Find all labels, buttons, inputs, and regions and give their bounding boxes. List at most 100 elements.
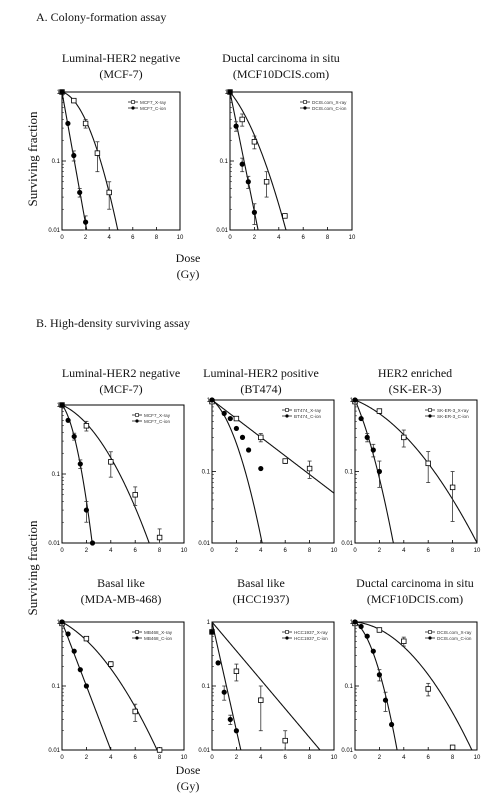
x-tick-label: 8	[308, 755, 312, 761]
data-point-x-ray	[71, 97, 77, 104]
data-point-c-ion	[352, 619, 358, 625]
x-tick-label: 10	[474, 755, 481, 761]
fit-curve-c-ion	[354, 621, 398, 751]
x-tick-label: 2	[85, 548, 89, 554]
panel-b6-title-line1: Ductal carcinoma in situ	[356, 576, 474, 590]
x-tick-label: 2	[235, 755, 239, 761]
panel-b5-plot: 0 2 4 6 8 10 0.01 0.1 1 HCC1937_X-rayHCC1937_C-io…	[198, 620, 338, 761]
legend-marker-square	[428, 630, 432, 634]
y-tick-label: 1	[207, 620, 211, 626]
x-tick-label: 8	[158, 755, 162, 761]
x-tick-label: 0	[210, 548, 214, 554]
data-point-c-ion	[245, 179, 251, 185]
data-point-c-ion	[364, 633, 370, 639]
x-tick-label: 0	[353, 548, 357, 554]
legend-marker-circle	[428, 636, 432, 640]
panel-a1-axes-frame	[61, 91, 181, 231]
legend-marker-square	[135, 413, 139, 417]
x-axis-label-a: Dose (Gy)	[168, 250, 208, 282]
x-tick-label: 10	[474, 548, 481, 554]
data-point-x-ray	[401, 638, 407, 644]
y-tick-label: 1	[207, 398, 211, 404]
legend-marker-square	[303, 100, 307, 104]
legend-label: MCF7_C-ion	[144, 419, 170, 424]
legend-marker-circle	[135, 419, 139, 423]
x-axis-unit-b: (Gy)	[176, 779, 200, 793]
data-point-x-ray	[282, 458, 288, 464]
legend-marker-square	[428, 408, 432, 412]
panel-b1-title-line1: Luminal-HER2 negative	[61, 366, 181, 380]
fit-curve-x-ray	[211, 621, 321, 751]
legend-label: MCF7_C-ion	[140, 106, 166, 111]
x-tick-label: 8	[158, 548, 162, 554]
data-point-c-ion	[233, 728, 239, 734]
y-tick-label: 1	[350, 398, 354, 404]
data-point-c-ion	[258, 465, 264, 472]
panel-b4-title-line1: Basal like	[97, 576, 145, 590]
section-a-title: A. Colony-formation assay	[36, 10, 167, 24]
x-axis-unit-a: (Gy)	[176, 267, 200, 281]
data-point-x-ray	[83, 635, 90, 642]
data-point-c-ion	[59, 402, 65, 408]
y-tick-label: 0.01	[198, 541, 210, 547]
data-point-c-ion	[239, 161, 245, 167]
data-point-x-ray	[239, 116, 245, 123]
y-tick-label: 0.1	[220, 159, 229, 165]
data-point-c-ion	[233, 123, 239, 129]
x-tick-label: 0	[228, 235, 232, 241]
panel-b2-title-line1: Luminal-HER2 positive	[203, 366, 319, 380]
x-tick-label: 4	[259, 548, 263, 554]
x-tick-label: 0	[60, 548, 64, 554]
legend-label: DCIS.com_X-ray	[437, 630, 472, 635]
panel-b4-title-line2: (MDA-MB-468)	[80, 592, 162, 606]
x-tick-label: 4	[109, 548, 113, 554]
legend-label: HCC1937_X-ray	[294, 630, 328, 635]
legend-label: DCIS.com_X-ray	[312, 100, 347, 105]
y-tick-label: 0.1	[202, 684, 211, 690]
data-point-x-ray	[106, 189, 112, 196]
data-point-c-ion	[221, 689, 227, 695]
x-tick-label: 2	[378, 548, 382, 554]
panel-a2-plot: 0 2 4 6 8 10 0.01 0.1 1 DCIS.com_X-rayDCIS.com_C-…	[216, 89, 356, 241]
y-tick-label: 1	[57, 620, 61, 626]
x-tick-label: 8	[451, 755, 455, 761]
panel-b6-title: Ductal carcinoma in situ (MCF10DCIS.com)	[335, 575, 495, 607]
fit-curve-x-ray	[61, 621, 158, 751]
legend-label: BT474_X-ray	[294, 408, 322, 413]
y-tick-label: 0.1	[52, 472, 61, 478]
fit-curve-x-ray	[354, 399, 478, 544]
y-tick-label: 0.1	[52, 159, 61, 165]
y-tick-label: 1	[350, 620, 354, 626]
panel-a1-title: Luminal-HER2 negative (MCF-7)	[41, 50, 201, 82]
x-tick-label: 10	[331, 755, 338, 761]
data-point-x-ray	[251, 139, 258, 145]
panel-b3-title: HER2 enriched (SK-ER-3)	[335, 365, 495, 397]
panel-b3-axes-frame	[354, 399, 478, 544]
data-point-x-ray	[376, 408, 383, 414]
y-tick-label: 0.01	[48, 748, 60, 754]
x-tick-label: 6	[284, 548, 288, 554]
y-tick-label: 0.01	[48, 541, 60, 547]
x-tick-label: 4	[402, 548, 406, 554]
data-point-x-ray	[108, 459, 114, 465]
data-point-x-ray	[94, 150, 101, 156]
legend-label: MCF7_X-ray	[140, 100, 167, 105]
data-point-c-ion	[77, 189, 83, 196]
data-point-c-ion	[227, 716, 233, 723]
x-axis-label-a-text: Dose	[175, 251, 201, 265]
x-tick-label: 2	[378, 755, 382, 761]
legend-marker-circle	[285, 636, 289, 640]
data-point-x-ray	[282, 213, 288, 219]
panel-b6-axes-frame	[354, 621, 478, 751]
panel-b3-title-line1: HER2 enriched	[377, 366, 453, 380]
data-point-c-ion	[352, 397, 358, 403]
data-point-c-ion	[89, 540, 96, 546]
panel-b1-title: Luminal-HER2 negative (MCF-7)	[41, 365, 201, 397]
panel-a2-title-line1: Ductal carcinoma in situ	[222, 51, 340, 65]
